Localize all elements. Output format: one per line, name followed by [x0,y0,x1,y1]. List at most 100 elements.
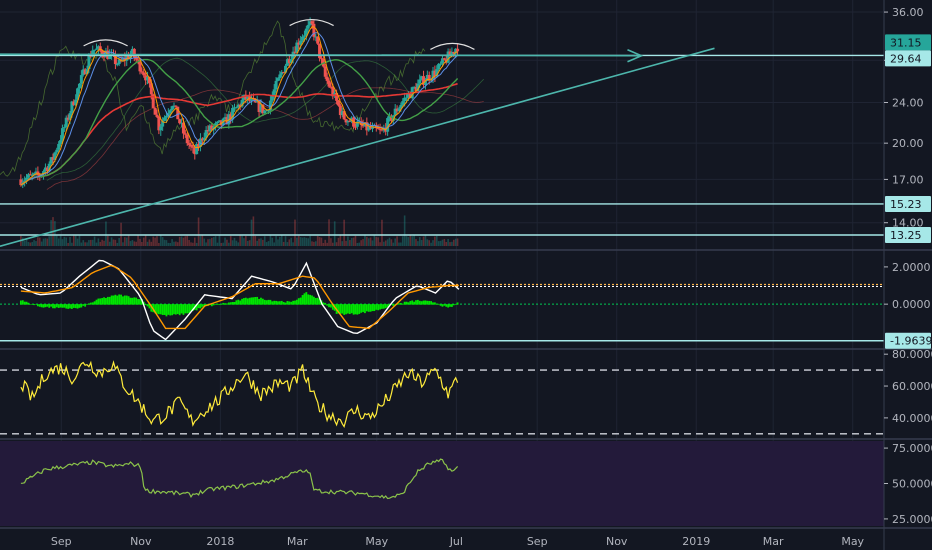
time-scale[interactable]: Sep Nov 2018 Mar May Jul Sep Nov 2019 Mar May [51,535,865,548]
candle[interactable] [36,166,40,181]
candle[interactable] [210,123,214,131]
candle[interactable] [34,167,38,177]
candle[interactable] [74,94,78,107]
candle[interactable] [217,120,221,123]
candle[interactable] [338,103,342,119]
candle[interactable] [229,112,233,124]
candle[interactable] [223,113,227,120]
candle[interactable] [79,70,83,89]
candle[interactable] [442,57,446,61]
candle[interactable] [146,71,150,85]
candle[interactable] [170,105,174,112]
arrow-line[interactable] [0,53,642,57]
candle[interactable] [96,45,100,55]
candle[interactable] [185,132,189,146]
candle[interactable] [274,76,278,93]
candle[interactable] [344,118,348,126]
price-tag-box[interactable] [885,50,931,67]
candle[interactable] [64,115,68,132]
candle[interactable] [49,156,53,166]
candle[interactable] [365,117,369,136]
candle[interactable] [329,82,333,89]
candle[interactable] [319,54,323,64]
candle[interactable] [325,72,329,84]
candle[interactable] [439,61,443,67]
candle[interactable] [346,120,350,126]
candle[interactable] [397,106,401,112]
candle[interactable] [420,75,424,81]
candle[interactable] [448,48,452,56]
candle[interactable] [77,83,81,94]
candle[interactable] [318,43,322,62]
candle[interactable] [306,20,310,33]
arc-drawing[interactable] [430,42,475,50]
candle[interactable] [232,103,236,113]
candle[interactable] [246,95,250,105]
candle[interactable] [151,93,155,109]
rsi-panel[interactable] [0,360,884,435]
candle[interactable] [255,95,259,103]
candle[interactable] [202,132,206,145]
price-tag-box[interactable] [885,195,931,212]
candle[interactable] [422,70,426,88]
candle[interactable] [389,114,393,124]
candle[interactable] [180,118,184,128]
candle[interactable] [285,58,289,67]
candle[interactable] [316,36,320,45]
candle[interactable] [412,85,416,89]
price-tag-box[interactable] [885,34,931,51]
candle[interactable] [144,71,148,85]
candle[interactable] [340,107,344,118]
arc-drawing[interactable] [83,39,128,47]
candle[interactable] [393,104,397,116]
candle[interactable] [301,34,305,43]
lower-panel[interactable] [20,458,459,500]
candle[interactable] [350,116,354,124]
candle[interactable] [386,116,390,136]
candle[interactable] [113,50,117,70]
candle[interactable] [176,106,180,120]
candle[interactable] [259,99,263,114]
candle[interactable] [293,46,297,55]
candle[interactable] [276,77,280,82]
candle[interactable] [336,99,340,107]
candle[interactable] [59,135,63,147]
oscillator-tag-box[interactable] [885,332,931,349]
price-panel[interactable] [0,17,884,247]
candle[interactable] [163,115,167,122]
candle[interactable] [23,176,27,187]
candle[interactable] [195,142,199,155]
candle[interactable] [161,117,165,131]
candle[interactable] [83,68,87,75]
candle[interactable] [94,43,98,50]
price-tag-box[interactable] [885,227,931,244]
candle[interactable] [440,55,444,67]
candle[interactable] [378,123,382,135]
candle[interactable] [157,115,161,135]
candle[interactable] [437,63,441,72]
candle[interactable] [308,17,312,27]
candle[interactable] [187,139,191,150]
candle[interactable] [287,54,291,68]
candle[interactable] [55,147,59,155]
arrow-head[interactable] [627,48,644,63]
arc-drawing[interactable] [289,18,334,27]
candle[interactable] [278,70,282,81]
candle[interactable] [153,107,157,115]
candle[interactable] [155,109,159,118]
candle[interactable] [57,141,61,154]
price-scale[interactable]: 36.0029.0024.0020.0017.0014.002.00000.00… [884,6,932,526]
candle[interactable] [234,106,238,109]
candle[interactable] [353,123,357,130]
candle[interactable] [270,91,274,103]
candle[interactable] [272,84,276,100]
candle[interactable] [166,108,170,119]
candle[interactable] [26,172,30,180]
candle[interactable] [456,43,460,56]
candle[interactable] [117,56,121,67]
candle[interactable] [140,67,144,75]
candle[interactable] [280,70,284,78]
candle[interactable] [115,62,119,67]
candle[interactable] [72,99,76,106]
